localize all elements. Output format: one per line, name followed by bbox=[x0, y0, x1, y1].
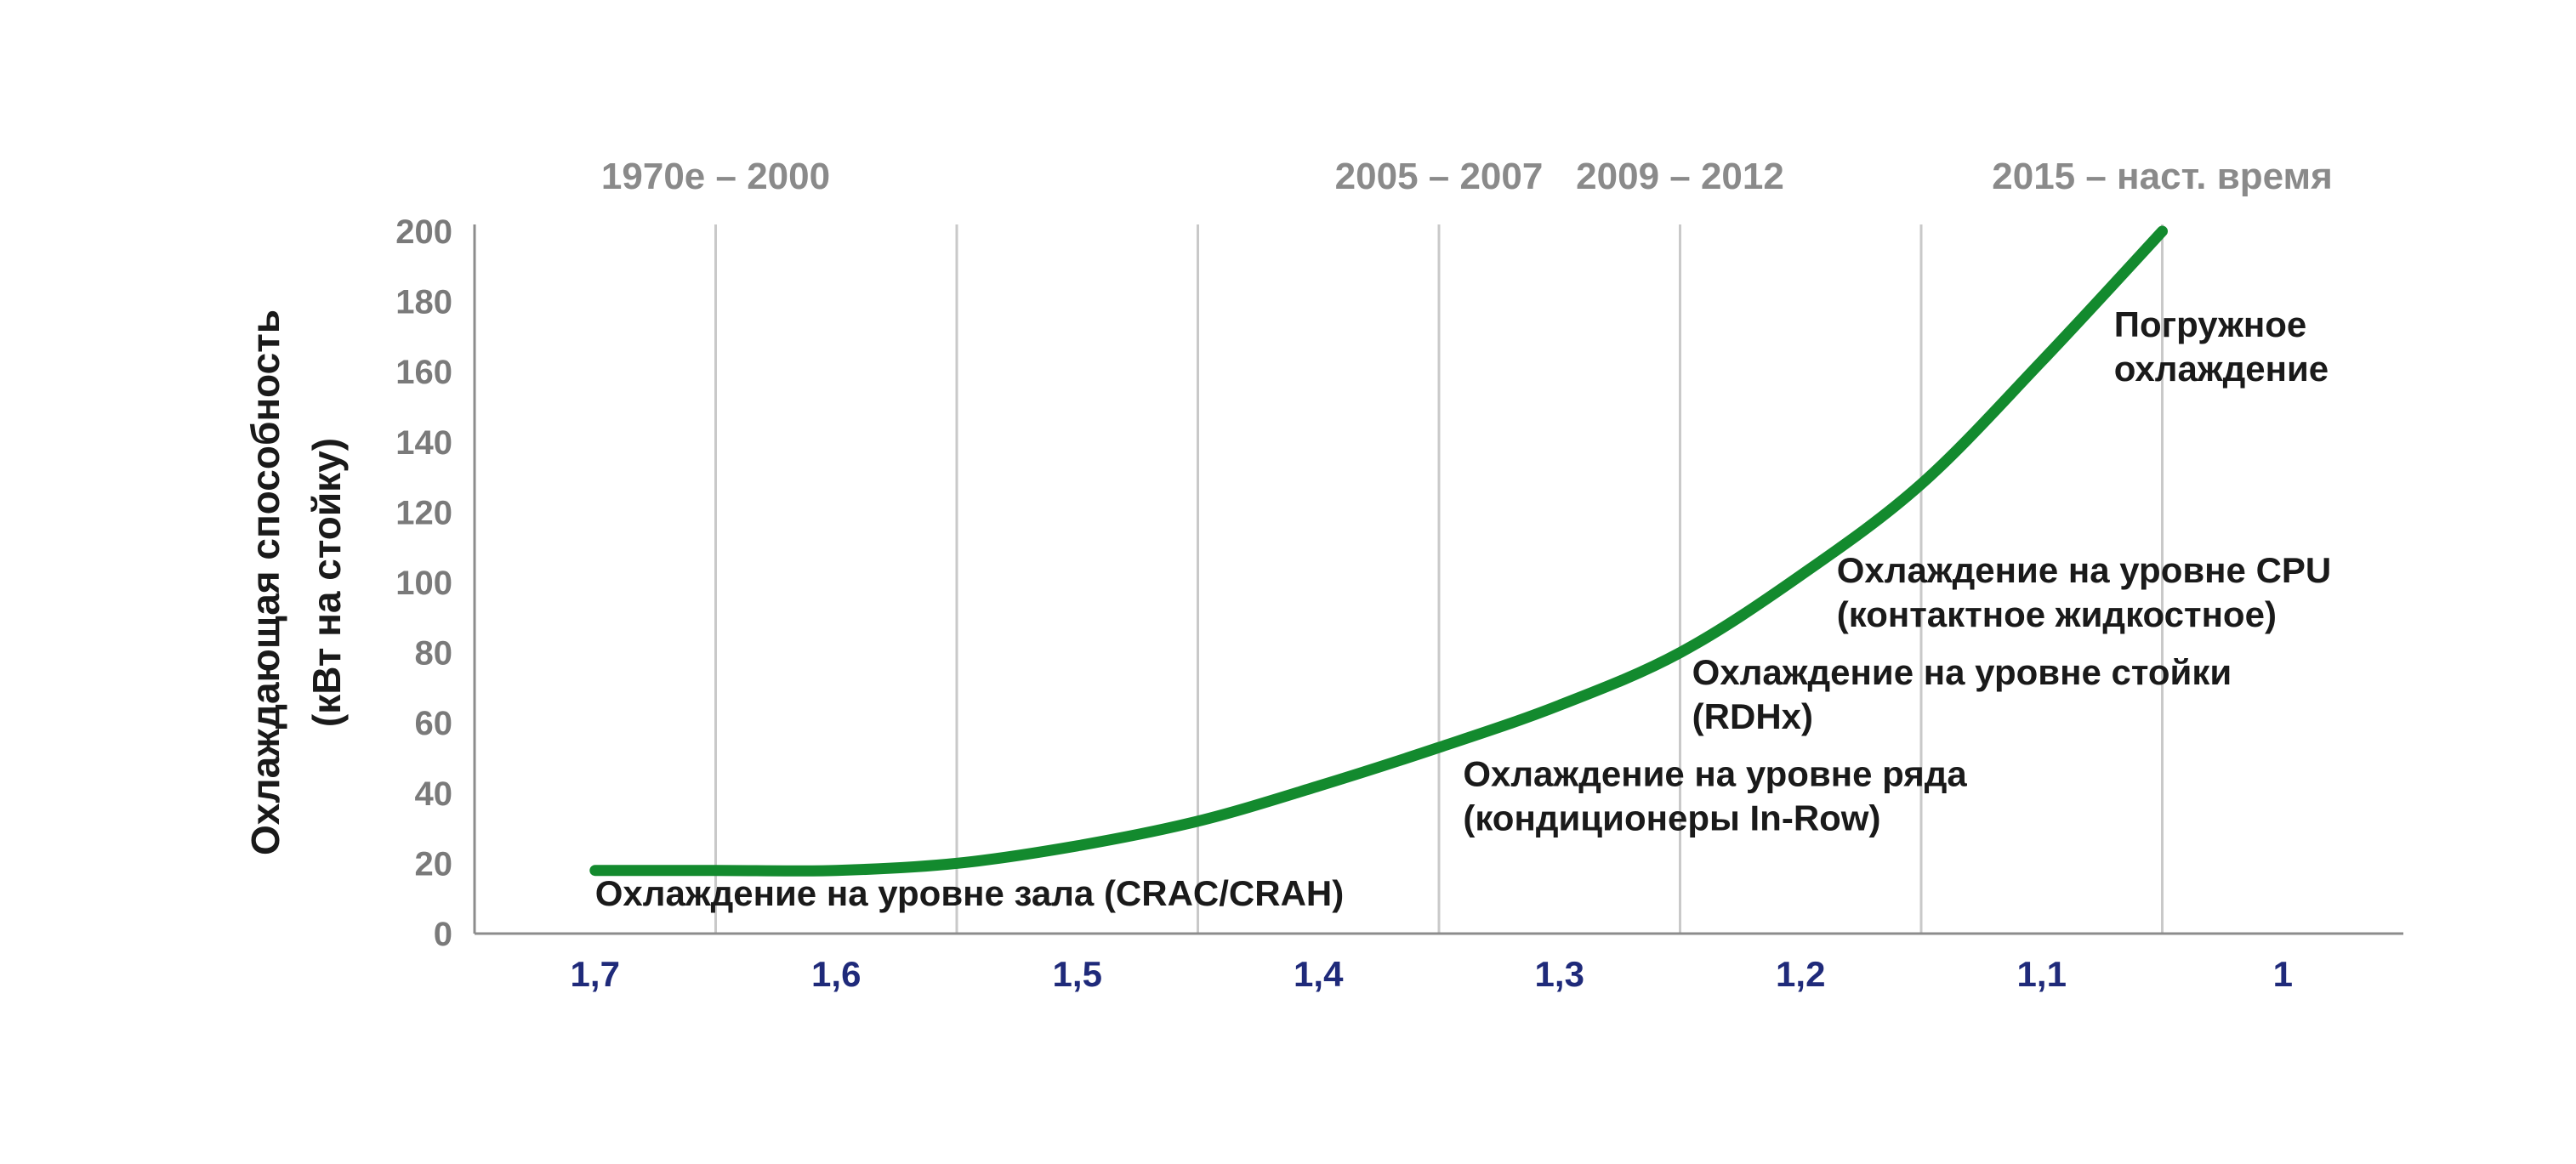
era-label: 2015 – наст. время bbox=[1992, 156, 2333, 197]
y-tick-label: 60 bbox=[415, 705, 453, 742]
x-tick-label: 1,6 bbox=[811, 954, 861, 994]
vertical-grid bbox=[714, 224, 2164, 934]
y-tick-label: 40 bbox=[415, 775, 453, 813]
era-label: 2005 – 2007 bbox=[1335, 156, 1544, 197]
x-tick-labels: 1,7 1,6 1,5 1,4 1,3 1,2 1,1 1 bbox=[571, 954, 2293, 994]
x-tick-label: 1,5 bbox=[1053, 954, 1102, 994]
annotation-label: Погружное охлаждение bbox=[2114, 304, 2329, 389]
x-tick-label: 1,1 bbox=[2017, 954, 2067, 994]
annotations: Охлаждение на уровне зала (CRAC/CRAH) Охл… bbox=[595, 304, 2332, 913]
x-tick-label: 1,4 bbox=[1294, 954, 1344, 994]
annotation-line: (кондиционеры In-Row) bbox=[1463, 798, 1880, 838]
x-tick-label: 1,3 bbox=[1535, 954, 1584, 994]
y-tick-label: 20 bbox=[415, 845, 453, 883]
annotation-line: Погружное bbox=[2114, 304, 2306, 344]
y-axis-title-line: (кВт на стойку) bbox=[304, 438, 349, 727]
annotation-label: Охлаждение на уровне ряда (кондиционеры I… bbox=[1463, 754, 1967, 838]
y-tick-label: 100 bbox=[395, 565, 452, 602]
cooling-capacity-line bbox=[589, 225, 2168, 877]
annotation-line: охлаждение bbox=[2114, 349, 2329, 389]
x-tick-label: 1,2 bbox=[1776, 954, 1825, 994]
y-tick-label: 80 bbox=[415, 635, 453, 673]
y-tick-label: 120 bbox=[395, 494, 452, 531]
annotation-line: Охлаждение на уровне стойки bbox=[1692, 652, 2232, 692]
annotation-line: Охлаждение на уровне ряда bbox=[1463, 754, 1967, 794]
series bbox=[589, 225, 2168, 877]
y-tick-labels: 0 20 40 60 80 100 120 140 160 180 200 bbox=[395, 213, 452, 953]
y-axis-label: Охлаждающая способность (кВт на стойку) bbox=[243, 309, 349, 855]
y-tick-label: 160 bbox=[395, 354, 452, 391]
annotation-label: Охлаждение на уровне стойки (RDHx) bbox=[1692, 652, 2232, 736]
era-label: 1970е – 2000 bbox=[601, 156, 830, 197]
y-axis-title: Охлаждающая способность (кВт на стойку) bbox=[243, 309, 349, 855]
annotation-line: (RDHx) bbox=[1692, 696, 1813, 736]
annotation-line: Охлаждение на уровне CPU bbox=[1837, 550, 2331, 590]
annotation-label: Охлаждение на уровне CPU (контактное жидк… bbox=[1837, 550, 2331, 634]
annotation-line: Охлаждение на уровне зала (CRAC/CRAH) bbox=[595, 873, 1344, 913]
y-tick-label: 140 bbox=[395, 424, 452, 462]
y-tick-label: 200 bbox=[395, 213, 452, 251]
y-tick-label: 180 bbox=[395, 284, 452, 321]
era-labels: 1970е – 2000 2005 – 2007 2009 – 2012 2015 –… bbox=[601, 156, 2333, 197]
y-axis-title-line: Охлаждающая способность bbox=[243, 309, 287, 855]
era-label: 2009 – 2012 bbox=[1576, 156, 1784, 197]
annotation-line: (контактное жидкостное) bbox=[1837, 594, 2277, 634]
annotation-label: Охлаждение на уровне зала (CRAC/CRAH) bbox=[595, 873, 1344, 913]
axes bbox=[473, 224, 2403, 935]
y-tick-label: 0 bbox=[434, 916, 452, 953]
x-tick-label: 1 bbox=[2273, 954, 2293, 994]
x-tick-label: 1,7 bbox=[571, 954, 620, 994]
